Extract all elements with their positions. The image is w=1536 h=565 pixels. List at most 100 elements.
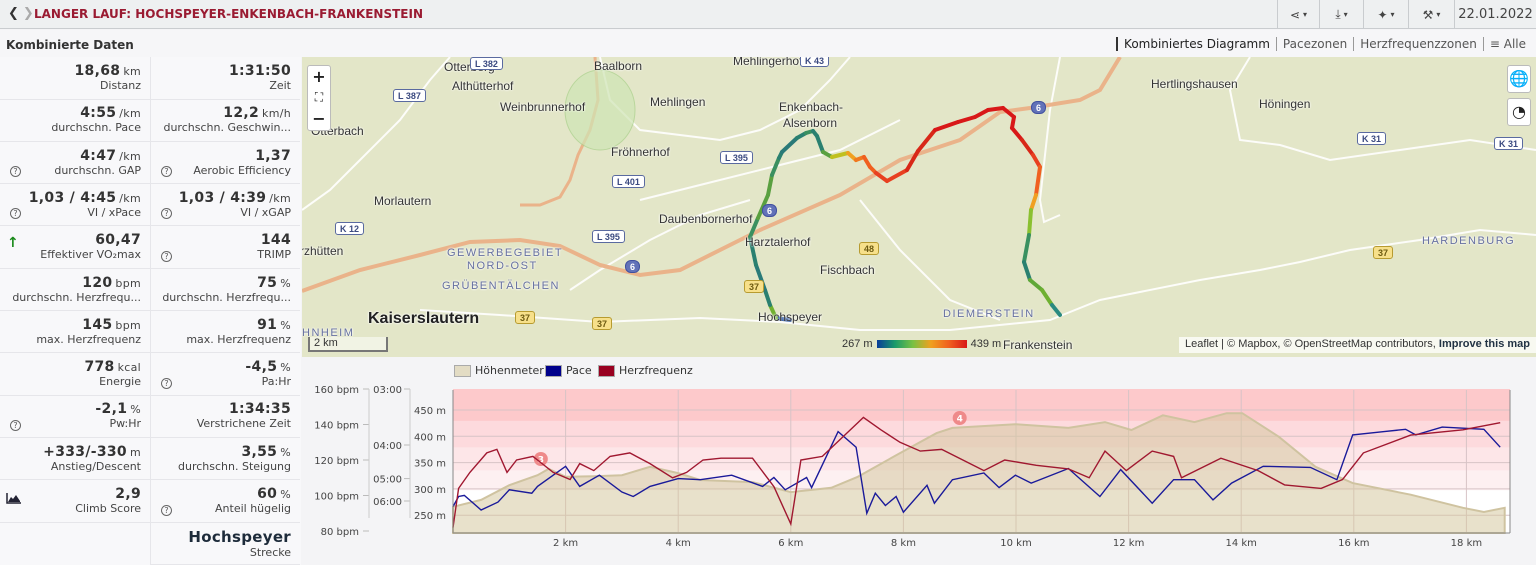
- section-title: Kombinierte Daten: [6, 38, 134, 52]
- globe-icon: 🌐: [1509, 69, 1529, 88]
- climb-chart-icon[interactable]: [6, 492, 22, 504]
- help-icon[interactable]: ?: [161, 377, 172, 389]
- place-label: Harztalerhof: [745, 235, 811, 249]
- magic-button[interactable]: ✦ ▾: [1363, 0, 1408, 29]
- stat-label: max. Herzfrequenz: [186, 332, 291, 346]
- road-shield: 37: [744, 280, 765, 293]
- combined-chart[interactable]: 2 km 4 km 6 km 8 km 10 km 12 km 14 km 16 km 18 k…: [302, 360, 1536, 565]
- x-tick-label: 12 km: [1113, 538, 1144, 549]
- place-label: Baalborn: [594, 59, 643, 73]
- stat-number: 1,37: [255, 147, 291, 164]
- stat-number: 4:55: [80, 105, 117, 122]
- help-icon[interactable]: ?: [10, 166, 21, 178]
- road-shield: L 395: [720, 151, 753, 164]
- zoom-out-button[interactable]: −: [312, 109, 326, 128]
- stat-value: 120 bpm: [0, 275, 141, 291]
- tab-hr-zones[interactable]: Herzfrequenzzonen: [1353, 37, 1483, 51]
- route-segment: [1001, 106, 1016, 119]
- route-segment: [780, 136, 799, 154]
- stat-unit: kcal: [117, 361, 141, 375]
- chevron-down-icon: ▾: [1303, 10, 1308, 19]
- stat-label: Anstieg/Descent: [50, 459, 141, 473]
- help-icon[interactable]: ?: [10, 419, 21, 431]
- legend-elevation[interactable]: Höhenmeter: [454, 364, 544, 377]
- help-icon[interactable]: ?: [10, 208, 21, 220]
- road-shield: 37: [1373, 246, 1394, 259]
- heart-rate-line: [452, 416, 1501, 528]
- stat-cell: 1:34:35 Verstrichene Zeit: [150, 395, 300, 438]
- stat-unit: %: [280, 361, 291, 375]
- help-icon[interactable]: ?: [161, 504, 172, 516]
- stat-cell: 144 TRIMP?: [150, 226, 300, 269]
- tab-combined-chart[interactable]: Kombiniertes Diagramm: [1116, 37, 1276, 51]
- stat-cell: 75% durchschn. Herzfrequ...: [150, 268, 300, 311]
- stat-value: 4:55/km: [0, 105, 141, 121]
- route-segment: [748, 216, 760, 239]
- road-shield: K 43: [800, 57, 830, 67]
- x-tick-label: 4 km: [666, 538, 691, 549]
- place-label: Fischbach: [820, 263, 875, 277]
- lap-marker-label: 4: [957, 415, 963, 425]
- route-segment: [933, 120, 960, 132]
- stat-number: 60: [257, 486, 278, 502]
- top-bar: ❮ ❯ LANGER LAUF: HOCHSPEYER-ENKENBACH-FRA…: [0, 0, 1536, 29]
- place-label: Daubenbornerhof: [659, 212, 753, 226]
- stat-label: max. Herzfrequenz: [36, 332, 141, 346]
- history-nav: ❮ ❯: [8, 6, 34, 21]
- stat-value: 1,03 / 4:39/km: [151, 190, 291, 206]
- legend-min: 267 m: [842, 338, 873, 350]
- speedometer-layer-button[interactable]: ◔: [1507, 98, 1531, 126]
- tools-button[interactable]: ⚒ ▾: [1408, 0, 1454, 29]
- download-button[interactable]: ⤓ ▾: [1319, 0, 1363, 29]
- zoom-in-button[interactable]: +: [312, 67, 326, 86]
- map-attribution: Leaflet | © Mapbox, © OpenStreetMap cont…: [1179, 337, 1536, 353]
- stat-unit: %: [280, 445, 291, 459]
- elevation-tick-label: 250 m: [414, 511, 446, 522]
- chevron-left-icon[interactable]: ❮: [8, 6, 19, 21]
- stat-number: 4:47: [80, 147, 117, 164]
- help-icon[interactable]: ?: [161, 208, 172, 220]
- elevation-gradient: [876, 340, 967, 348]
- stat-unit: %: [280, 276, 291, 290]
- hr-tick-label: 140 bpm: [314, 421, 359, 432]
- share-icon: ⋖: [1289, 7, 1301, 22]
- stat-value: 60%: [151, 486, 291, 502]
- route-segment: [916, 128, 937, 153]
- place-label: Mehlingen: [650, 95, 706, 109]
- place-label: Althütterhof: [452, 79, 514, 93]
- place-label: Enkenbach-: [779, 100, 844, 114]
- stat-label: VI / xGAP: [240, 205, 291, 219]
- place-label: Hochspeyer: [758, 310, 823, 324]
- speedometer-icon: ◔: [1512, 102, 1526, 121]
- route-segment: [1022, 260, 1032, 282]
- route-segment: [1031, 153, 1042, 169]
- place-label: Alsenborn: [783, 116, 838, 130]
- hr-tick-label: 120 bpm: [314, 456, 359, 467]
- x-tick-label: 18 km: [1451, 538, 1482, 549]
- chevron-down-icon: ▾: [1343, 10, 1348, 19]
- stat-unit: /km: [119, 149, 141, 163]
- chevron-right-icon[interactable]: ❯: [22, 6, 34, 21]
- improve-map-link[interactable]: Improve this map: [1438, 338, 1530, 350]
- fullscreen-button[interactable]: ⛶: [314, 90, 324, 104]
- x-tick-label: 14 km: [1225, 538, 1256, 549]
- chevron-down-icon: ▾: [1390, 10, 1395, 19]
- legend-heart-rate[interactable]: Herzfrequenz: [598, 364, 693, 377]
- legend-pace[interactable]: Pace: [545, 364, 592, 377]
- road-shield: K 12: [335, 222, 365, 235]
- stat-cell: +333/-330 m Anstieg/Descent: [0, 438, 150, 481]
- stat-number: 1,03 / 4:45: [28, 189, 117, 206]
- share-button[interactable]: ⋖ ▾: [1277, 0, 1319, 29]
- road-shield: L 395: [592, 230, 625, 243]
- globe-layer-button[interactable]: 🌐: [1507, 65, 1531, 93]
- tab-pace-zones[interactable]: Pacezonen: [1275, 37, 1353, 51]
- stat-number: 1:34:35: [228, 401, 291, 418]
- help-icon[interactable]: ?: [161, 250, 172, 262]
- route-map[interactable]: OtterbergBaalbornMehlingerhofAlthütterho…: [302, 57, 1536, 357]
- help-icon[interactable]: ?: [161, 166, 172, 178]
- stat-number: 1:31:50: [228, 63, 291, 79]
- tab-all[interactable]: ≡ Alle: [1482, 37, 1532, 51]
- x-tick-label: 6 km: [778, 538, 803, 549]
- route-segment: [1029, 193, 1038, 212]
- road-shield: K 31: [1494, 137, 1524, 150]
